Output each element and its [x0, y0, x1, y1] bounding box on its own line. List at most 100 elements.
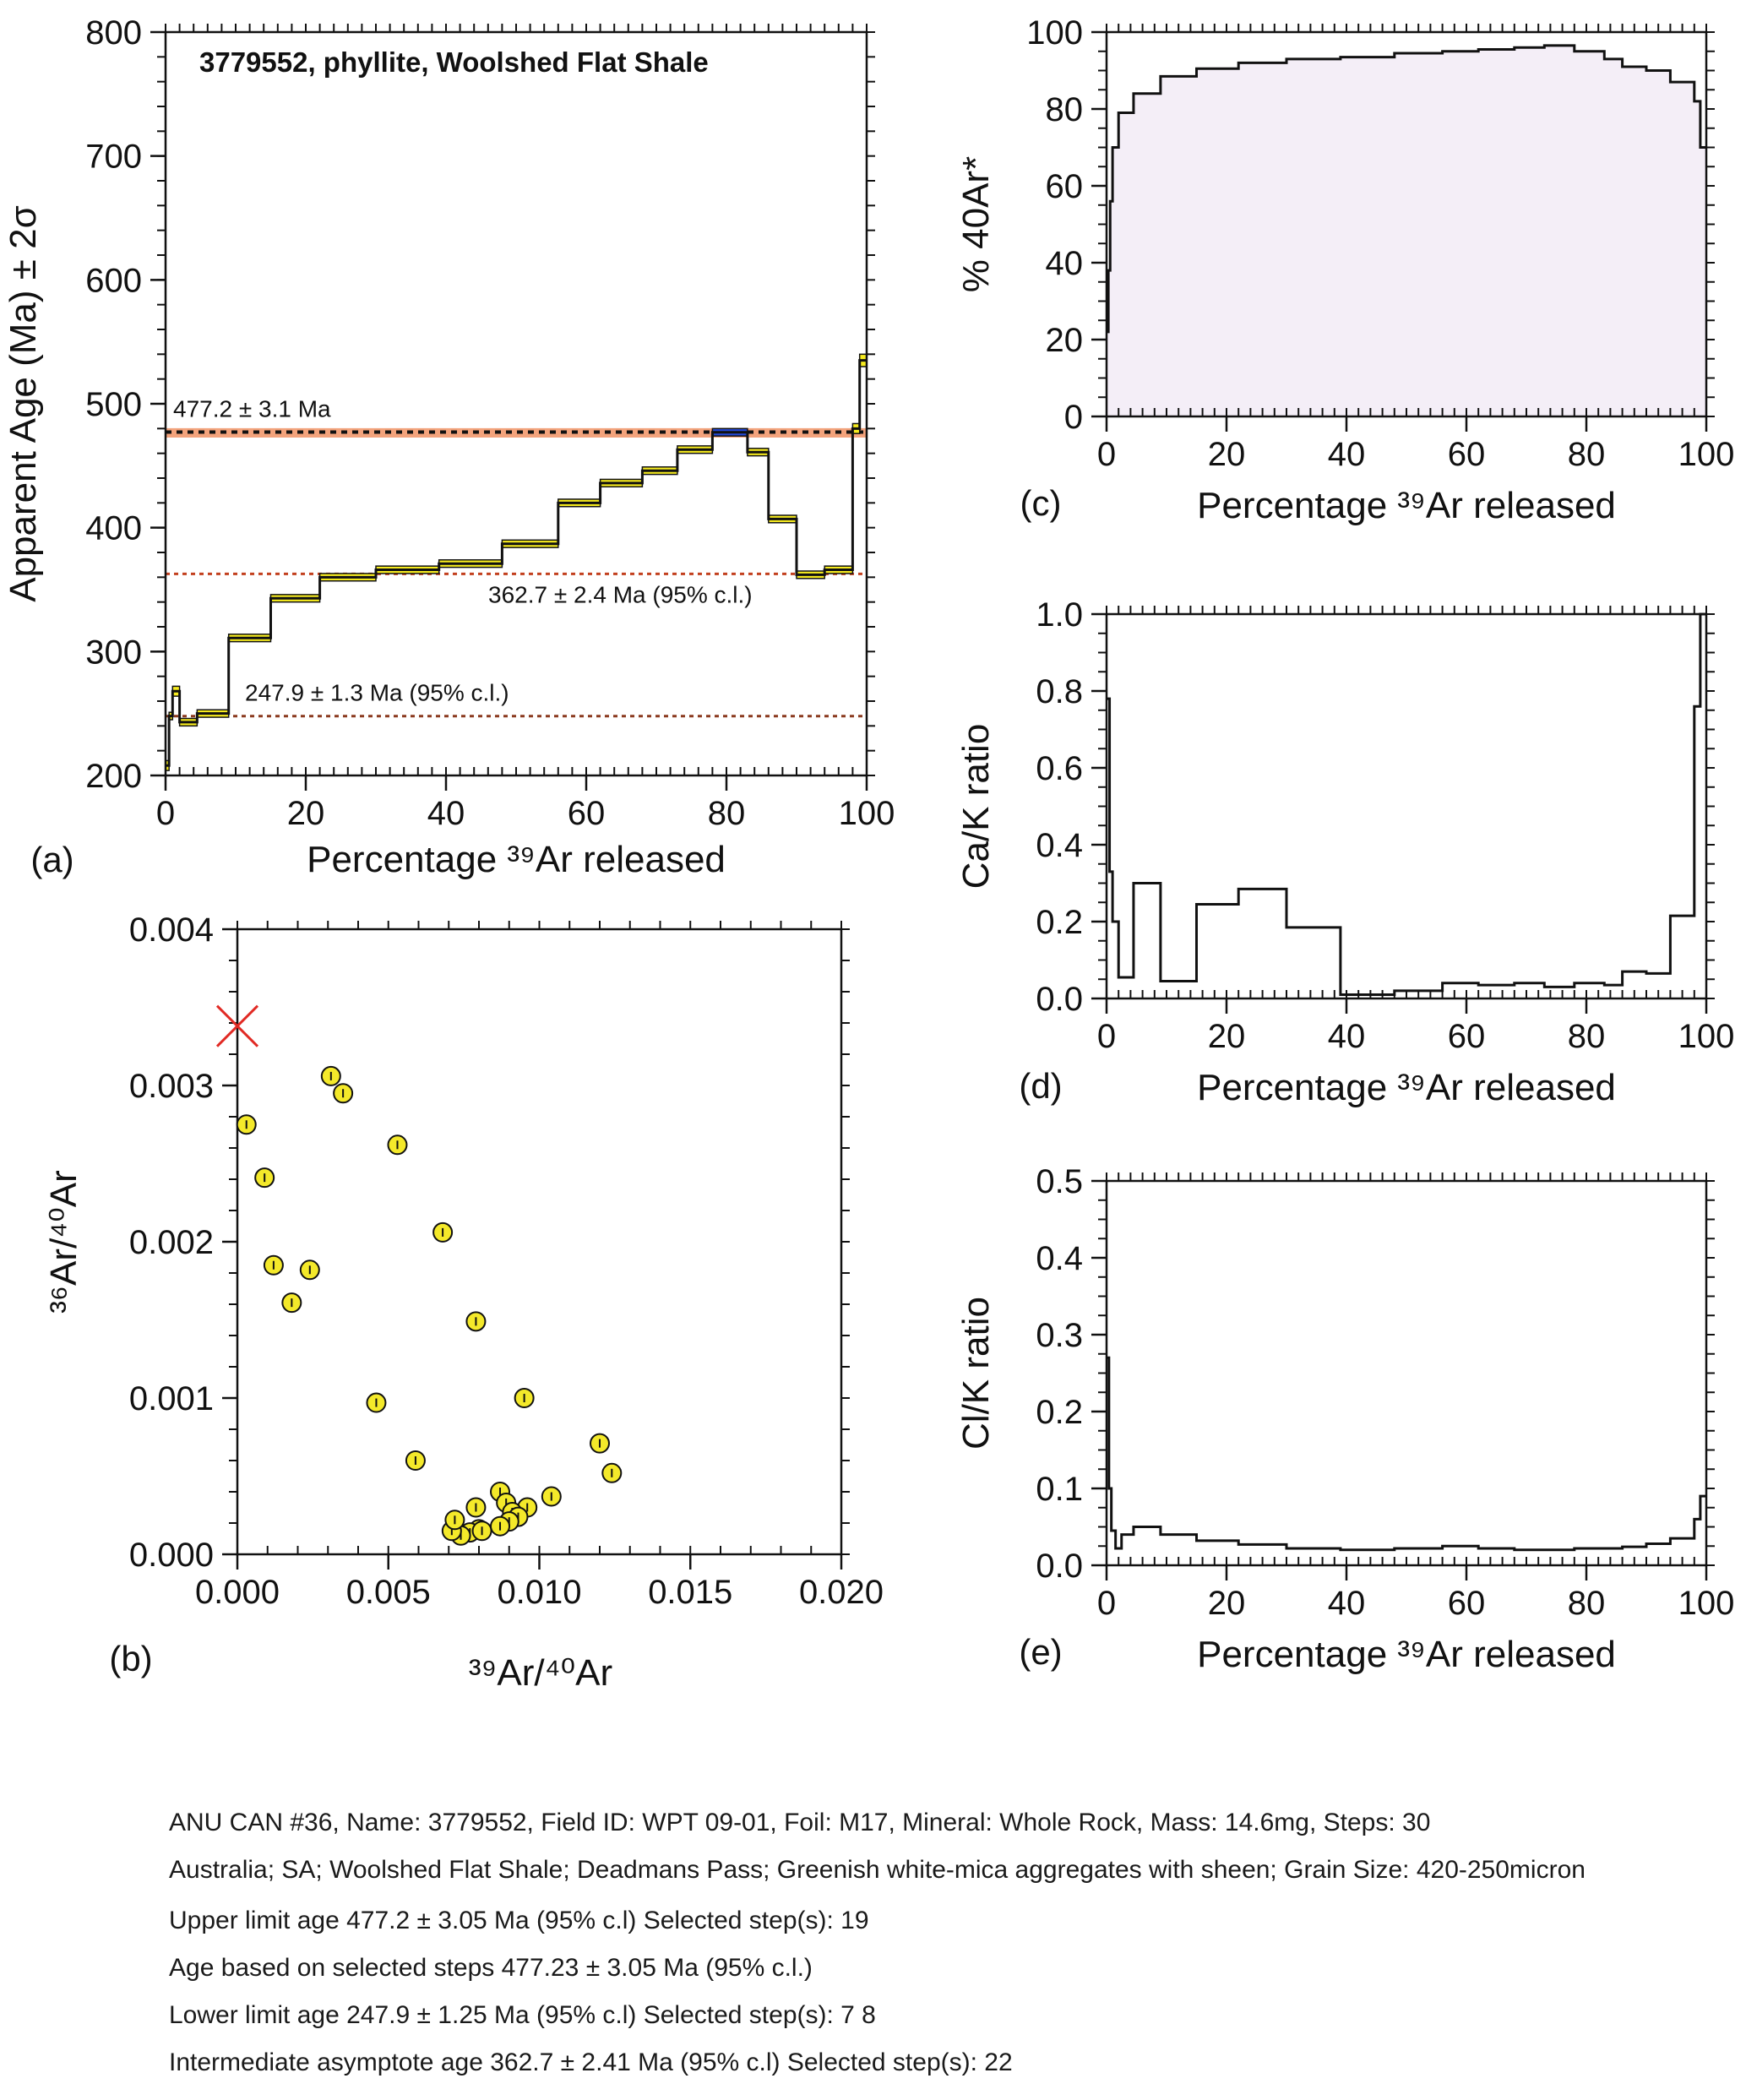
- y-tick-label: 700: [85, 139, 142, 176]
- x-tick-label: 40: [427, 795, 465, 832]
- panel-d-ca-k-ratio: 0 20 40 60 80 100 0.0 0.2 0.4 0.6 0.8 1.0 Percentage…: [955, 596, 1734, 1108]
- y-tick-label: 0.4: [1036, 1240, 1083, 1277]
- plot-frame: [236, 928, 843, 1556]
- y-tick-label: 1.0: [1036, 596, 1083, 634]
- x-tick-label: 0: [156, 795, 175, 832]
- panel-b-isochron: 0.000 0.005 0.010 0.015 0.020 0.000 0.001 0.002…: [43, 911, 884, 1694]
- x-tick-label: 0: [1097, 1585, 1116, 1622]
- caption-upper-limit-age: Upper limit age 477.2 ± 3.05 Ma (95% c.l…: [169, 1907, 869, 1934]
- y-tick-label: 800: [85, 14, 142, 52]
- age-spectrum-line: [166, 359, 867, 767]
- y-axis-label: Cl/K ratio: [955, 1297, 997, 1450]
- x-tick-label: 0: [1097, 436, 1116, 473]
- y-tick-label: 0: [1064, 399, 1083, 436]
- y-tick-label: 80: [1046, 91, 1084, 128]
- y-tick-label: 400: [85, 510, 142, 547]
- x-tick-label: 100: [839, 795, 895, 832]
- y-tick-label: 600: [85, 262, 142, 299]
- x-axis-label: Percentage ³⁹Ar released: [1197, 1634, 1616, 1675]
- y-axis-label: Ca/K ratio: [955, 724, 997, 890]
- intermediate-age-label: 362.7 ± 2.4 Ma (95% c.l.): [488, 581, 753, 607]
- plateau-age-label: 477.2 ± 3.1 Ma: [173, 395, 331, 422]
- x-tick-label: 40: [1328, 1018, 1366, 1055]
- figure-canvas: 0 20 40 60 80 1002003004005006007008003779552…: [3, 14, 1734, 1694]
- x-axis-label: Percentage ³⁹Ar released: [1197, 485, 1616, 526]
- x-tick-label: 40: [1328, 436, 1366, 473]
- y-axis-label: % 40Ar*: [955, 156, 997, 292]
- x-tick-label: 0.020: [799, 1574, 884, 1611]
- y-tick-label: 0.8: [1036, 673, 1083, 710]
- x-tick-label: 80: [1568, 436, 1606, 473]
- x-tick-label: 60: [1448, 436, 1486, 473]
- x-axis-label: ³⁹Ar/⁴⁰Ar: [469, 1652, 612, 1694]
- x-tick-label: 100: [1678, 1018, 1735, 1055]
- y-axis-label: Apparent Age (Ma) ± 2σ: [3, 205, 44, 602]
- y-tick-label: 0.2: [1036, 904, 1083, 941]
- area-fill: [1107, 45, 1706, 417]
- y-tick-label: 500: [85, 386, 142, 423]
- y-tick-label: 60: [1046, 168, 1084, 205]
- y-tick-label: 0.4: [1036, 827, 1083, 864]
- x-axis-label: Percentage ³⁹Ar released: [307, 839, 726, 880]
- lower-age-label: 247.9 ± 1.3 Ma (95% c.l.): [245, 680, 509, 706]
- step-line: [1107, 44, 1706, 334]
- x-tick-label: 20: [287, 795, 325, 832]
- x-tick-label: 0.010: [497, 1574, 581, 1611]
- y-tick-label: 300: [85, 634, 142, 671]
- step-line: [1107, 612, 1706, 996]
- caption-selected-steps-age: Age based on selected steps 477.23 ± 3.0…: [169, 1954, 813, 1982]
- y-tick-label: 20: [1046, 322, 1084, 359]
- panel-a-age-spectrum: 0 20 40 60 80 100 200 300 400 500 600 700 800 3779552…: [3, 14, 895, 880]
- x-tick-label: 0: [1097, 1018, 1116, 1055]
- step-line: [1107, 1356, 1706, 1552]
- x-tick-label: 20: [1208, 1585, 1246, 1622]
- x-tick-label: 20: [1208, 1018, 1246, 1055]
- x-tick-label: 0.000: [195, 1574, 280, 1611]
- x-tick-label: 60: [568, 795, 606, 832]
- x-tick-label: 80: [708, 795, 746, 832]
- x-axis-label: Percentage ³⁹Ar released: [1197, 1067, 1616, 1108]
- y-tick-label: 100: [1026, 14, 1083, 52]
- y-tick-label: 0.0: [1036, 981, 1083, 1018]
- y-tick-label: 0.1: [1036, 1471, 1083, 1508]
- x-tick-label: 100: [1678, 1585, 1735, 1622]
- caption-lower-limit-age: Lower limit age 247.9 ± 1.25 Ma (95% c.l…: [169, 2001, 876, 2029]
- y-tick-label: 0.004: [129, 911, 214, 949]
- panel-label-b: (b): [109, 1639, 152, 1678]
- caption-sample-info: ANU CAN #36, Name: 3779552, Field ID: WP…: [169, 1809, 1431, 1836]
- plateau-band: [166, 427, 867, 438]
- y-tick-label: 0.002: [129, 1224, 214, 1261]
- y-tick-label: 0.003: [129, 1068, 214, 1105]
- x-tick-label: 60: [1448, 1585, 1486, 1622]
- y-tick-label: 40: [1046, 245, 1084, 282]
- y-tick-label: 200: [85, 758, 142, 795]
- y-tick-label: 0.001: [129, 1380, 214, 1417]
- panel-label-e: (e): [1019, 1632, 1062, 1672]
- y-tick-label: 0.6: [1036, 750, 1083, 787]
- x-tick-label: 20: [1208, 436, 1246, 473]
- y-tick-label: 0.3: [1036, 1317, 1083, 1354]
- panel-e-cl-k-ratio: 0 20 40 60 80 100 0.0 0.1 0.2 0.3 0.4 0.5 Percentage…: [955, 1163, 1734, 1675]
- panel-label-a: (a): [30, 840, 73, 879]
- y-tick-label: 0.0: [1036, 1548, 1083, 1585]
- caption-location-info: Australia; SA; Woolshed Flat Shale; Dead…: [169, 1856, 1586, 1884]
- chart-title: 3779552, phyllite, Woolshed Flat Shale: [199, 46, 709, 78]
- y-tick-label: 0.2: [1036, 1394, 1083, 1431]
- x-tick-label: 40: [1328, 1585, 1366, 1622]
- atmospheric-ratio-marker: [215, 1004, 259, 1047]
- x-tick-label: 60: [1448, 1018, 1486, 1055]
- y-tick-label: 0.5: [1036, 1163, 1083, 1200]
- panel-label-d: (d): [1019, 1066, 1062, 1106]
- sample-caption: ANU CAN #36, Name: 3779552, Field ID: WP…: [169, 1799, 1706, 2086]
- x-tick-label: 80: [1568, 1018, 1606, 1055]
- x-tick-label: 100: [1678, 436, 1735, 473]
- panel-label-c: (c): [1020, 483, 1062, 523]
- y-tick-label: 0.000: [129, 1537, 214, 1574]
- panel-c-radiogenic-argon: 0 20 40 60 80 100 0 20 40 60 80 100 Percentage ³⁹Ar …: [955, 14, 1734, 526]
- caption-intermediate-age: Intermediate asymptote age 362.7 ± 2.41 …: [169, 2048, 1013, 2076]
- x-tick-label: 0.015: [648, 1574, 732, 1611]
- x-tick-label: 0.005: [346, 1574, 431, 1611]
- y-axis-label: ³⁶Ar/⁴⁰Ar: [43, 1170, 84, 1314]
- plot-frame: [1105, 1179, 1708, 1567]
- x-tick-label: 80: [1568, 1585, 1606, 1622]
